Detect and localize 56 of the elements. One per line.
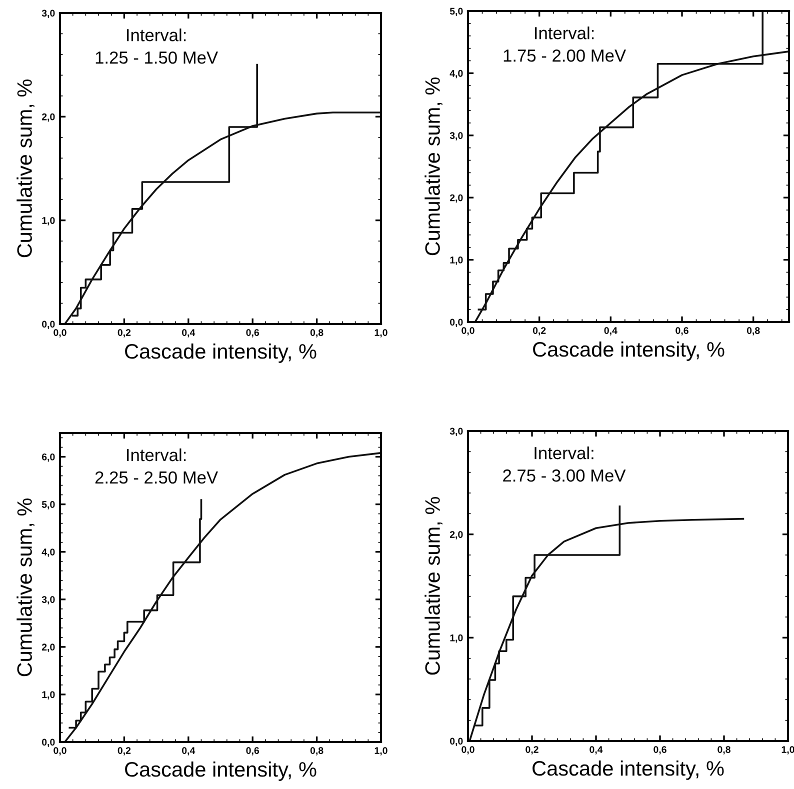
y-axis-title: Cumulative sum, % xyxy=(16,80,34,258)
y-tick-label: 2,0 xyxy=(450,531,463,540)
y-tick-label: 1,0 xyxy=(450,634,463,643)
x-tick-label: 0,6 xyxy=(654,746,666,754)
y-tick-label: 3,0 xyxy=(42,596,55,604)
x-tick-label: 0,2 xyxy=(118,329,131,338)
y-tick-label: 0,0 xyxy=(450,738,463,746)
x-tick-label: 0,8 xyxy=(746,327,760,336)
x-axis-title: Cascade intensity, % xyxy=(532,760,724,780)
annotation: Interval: 1.75 - 2.00 MeV xyxy=(504,26,626,62)
x-axis-title: Cascade intensity, % xyxy=(533,341,724,361)
y-axis-title: Cumulative sum, % xyxy=(16,498,34,676)
x-tick-label: 0,8 xyxy=(310,747,324,756)
x-tick-label: 0,2 xyxy=(118,747,131,756)
x-tick-label: 0,6 xyxy=(246,329,260,338)
x-tick-label: 0,4 xyxy=(182,329,196,338)
x-tick-label: 0,6 xyxy=(676,327,688,336)
x-tick-label: 0,0 xyxy=(54,747,66,756)
y-tick-label: 5,0 xyxy=(450,8,463,16)
y-tick-label: 3,0 xyxy=(450,132,463,140)
x-tick-label: 0,2 xyxy=(532,327,546,336)
x-tick-label: 0,6 xyxy=(246,747,260,756)
y-axis-title: Cumulative sum, % xyxy=(424,78,442,256)
y-tick-label: 2,0 xyxy=(450,194,463,203)
annotation: Interval: 2.75 - 3.00 MeV xyxy=(503,446,626,482)
y-tick-label: 0,0 xyxy=(450,318,463,328)
x-tick-label: 0,4 xyxy=(604,327,618,336)
y-axis-title: Cumulative sum, % xyxy=(424,497,442,675)
y-tick-label: 5,0 xyxy=(42,501,55,510)
y-tick-label: 3,0 xyxy=(42,10,55,18)
x-tick-label: 1,0 xyxy=(374,747,388,756)
y-tick-label: 3,0 xyxy=(450,428,463,436)
y-tick-label: 1,0 xyxy=(42,217,55,226)
x-tick-label: 1,0 xyxy=(374,329,388,338)
x-tick-label: 0,0 xyxy=(462,327,474,336)
x-tick-label: 0,8 xyxy=(718,746,730,754)
y-tick-label: 4,0 xyxy=(42,548,55,557)
x-axis-title: Cascade intensity, % xyxy=(125,761,316,781)
x-tick-label: 0,4 xyxy=(182,747,196,756)
x-tick-label: 0,8 xyxy=(310,329,324,338)
y-tick-label: 1,0 xyxy=(450,256,463,265)
y-tick-label: 4,0 xyxy=(450,70,463,78)
x-tick-label: 1,0 xyxy=(782,746,794,754)
x-tick-label: 0,2 xyxy=(526,746,538,754)
y-tick-label: 6,0 xyxy=(42,454,55,462)
annotation: Interval: 2.25 - 2.50 MeV xyxy=(95,448,218,484)
y-tick-label: 0,0 xyxy=(42,738,55,748)
x-tick-label: 0,0 xyxy=(54,329,66,338)
x-tick-label: 0,0 xyxy=(462,746,474,754)
x-axis-title: Cascade intensity, % xyxy=(125,343,316,363)
y-tick-label: 0,0 xyxy=(42,320,55,330)
x-tick-label: 0,4 xyxy=(590,746,603,754)
annotation: Interval: 1.25 - 1.50 MeV xyxy=(96,28,218,64)
y-tick-label: 1,0 xyxy=(42,691,55,700)
y-tick-label: 2,0 xyxy=(42,113,55,122)
y-tick-label: 2,0 xyxy=(42,644,55,652)
